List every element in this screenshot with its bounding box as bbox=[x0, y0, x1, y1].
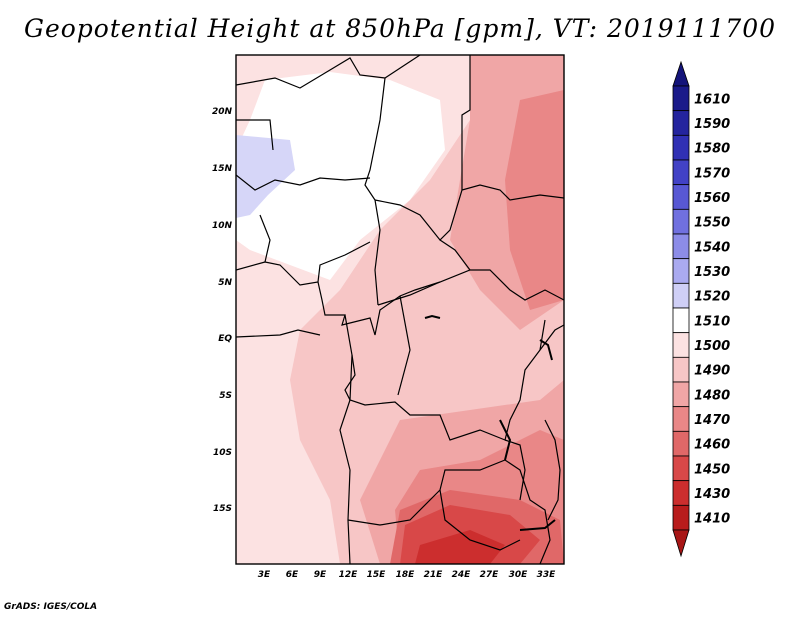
colorbar-label: 1470 bbox=[694, 413, 730, 428]
colorbar-swatch bbox=[672, 406, 690, 432]
lon-label: 3E bbox=[258, 570, 271, 580]
colorbar-swatch bbox=[672, 381, 690, 408]
colorbar-swatch bbox=[672, 208, 690, 235]
colorbar-label: 1610 bbox=[694, 92, 730, 107]
lon-label: 21E bbox=[424, 570, 444, 580]
lon-label: 24E bbox=[452, 570, 472, 580]
geopotential-field bbox=[236, 55, 564, 564]
lat-label: EQ bbox=[218, 334, 232, 344]
colorbar-label: 1570 bbox=[694, 166, 730, 181]
colorbar-swatch bbox=[672, 430, 690, 457]
colorbar-swatch bbox=[672, 307, 690, 334]
lat-label: 10N bbox=[212, 221, 233, 231]
colorbar-swatch bbox=[672, 233, 690, 260]
lon-label: 27E bbox=[480, 570, 500, 580]
lat-label: 10S bbox=[213, 448, 232, 458]
colorbar-swatch bbox=[672, 282, 690, 309]
colorbar-label: 1580 bbox=[694, 142, 730, 157]
colorbar-label: 1520 bbox=[694, 290, 730, 305]
colorbar-bottom-arrow bbox=[672, 529, 690, 558]
colorbar-label: 1410 bbox=[694, 512, 730, 527]
colorbar-swatch bbox=[672, 134, 690, 161]
lon-label: 30E bbox=[509, 570, 529, 580]
lat-label: 15S bbox=[213, 504, 232, 514]
colorbar-label: 1430 bbox=[694, 487, 730, 502]
lon-label: 15E bbox=[367, 570, 387, 580]
colorbar-label: 1480 bbox=[694, 388, 730, 403]
colorbar-label: 1490 bbox=[694, 364, 730, 379]
lat-label: 20N bbox=[212, 107, 233, 117]
map-frame bbox=[235, 54, 565, 565]
software-credit: GrADS: IGES/COLA bbox=[4, 602, 98, 612]
map-title: Geopotential Height at 850hPa [gpm], VT:… bbox=[23, 14, 777, 43]
colorbar-label: 1560 bbox=[694, 191, 730, 206]
lon-label: 12E bbox=[339, 570, 359, 580]
colorbar-swatch bbox=[672, 110, 690, 136]
lon-label: 18E bbox=[396, 570, 416, 580]
colorbar-swatch bbox=[672, 455, 690, 482]
lon-label: 6E bbox=[286, 570, 299, 580]
lat-label: 15N bbox=[212, 164, 233, 174]
colorbar-label: 1510 bbox=[694, 314, 730, 329]
colorbar-swatch bbox=[672, 356, 690, 383]
colorbar-swatch bbox=[672, 85, 690, 112]
colorbar-label: 1460 bbox=[694, 438, 730, 453]
lat-label: 5N bbox=[218, 278, 232, 288]
colorbar-label: 1450 bbox=[694, 462, 730, 477]
colorbar-label: 1500 bbox=[694, 339, 730, 354]
colorbar-label: 1590 bbox=[694, 117, 730, 132]
colorbar-label: 1540 bbox=[694, 240, 730, 255]
colorbar-swatch bbox=[672, 332, 690, 358]
colorbar-swatch bbox=[672, 184, 690, 210]
colorbar-swatch bbox=[672, 258, 690, 284]
country-borders bbox=[236, 55, 564, 564]
colorbar-label: 1530 bbox=[694, 265, 730, 280]
colorbar-swatch bbox=[672, 504, 690, 531]
lat-label: 5S bbox=[219, 391, 232, 401]
latitude-axis: 20N 15N 10N 5N EQ 5S 10S 15S bbox=[212, 107, 233, 514]
colorbar-swatch bbox=[672, 159, 690, 186]
colorbar: 1610 1590 1580 1570 1560 1550 1540 1530 1520 1510… bbox=[672, 60, 730, 558]
lon-label: 9E bbox=[314, 570, 327, 580]
colorbar-swatch bbox=[672, 480, 690, 506]
colorbar-label: 1550 bbox=[694, 216, 730, 231]
longitude-axis: 3E 6E 9E 12E 15E 18E 21E 24E 27E 30E 33E bbox=[258, 570, 556, 580]
lon-label: 33E bbox=[537, 570, 557, 580]
colorbar-top-arrow bbox=[672, 60, 690, 87]
